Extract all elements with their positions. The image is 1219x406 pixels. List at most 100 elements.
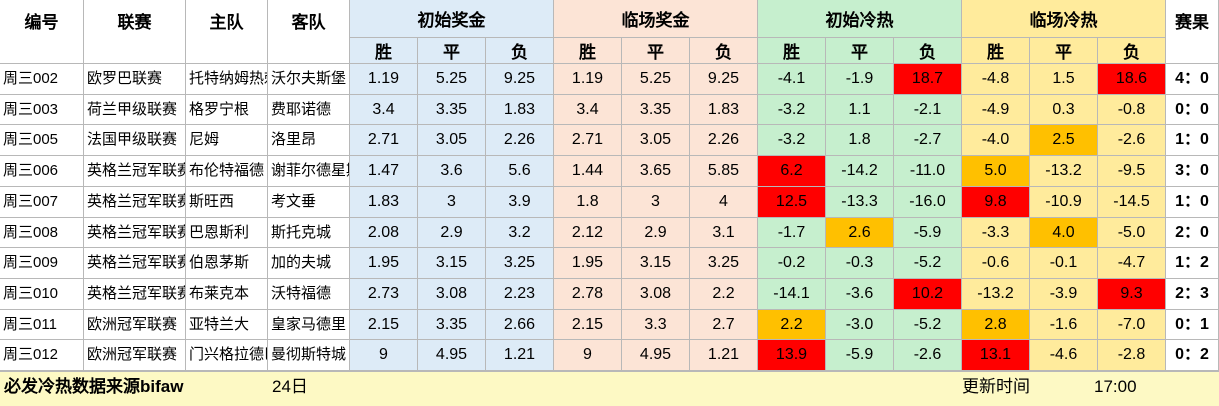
away-team[interactable]: 谢菲尔德星期三 [268, 156, 350, 187]
match-id[interactable]: 周三002 [0, 64, 84, 95]
home-team[interactable]: 斯旺西 [186, 187, 268, 218]
match-id[interactable]: 周三003 [0, 95, 84, 125]
final-heat-lose[interactable]: 18.6 [1098, 64, 1166, 95]
init-prize-lose[interactable]: 1.21 [486, 340, 554, 371]
match-result[interactable]: 1：2 [1166, 248, 1219, 279]
league-name[interactable]: 欧洲冠军联赛 [84, 310, 186, 340]
init-prize-draw[interactable]: 2.9 [418, 218, 486, 248]
home-team[interactable]: 巴恩斯利 [186, 218, 268, 248]
league-name[interactable]: 英格兰冠军联赛 [84, 187, 186, 218]
final-prize-draw[interactable]: 3 [622, 187, 690, 218]
league-name[interactable]: 英格兰冠军联赛 [84, 279, 186, 310]
init-prize-lose[interactable]: 3.9 [486, 187, 554, 218]
league-name[interactable]: 荷兰甲级联赛 [84, 95, 186, 125]
final-heat-win[interactable]: 2.8 [962, 310, 1030, 340]
init-prize-win[interactable]: 2.15 [350, 310, 418, 340]
league-name[interactable]: 法国甲级联赛 [84, 125, 186, 156]
final-heat-win[interactable]: 5.0 [962, 156, 1030, 187]
init-prize-draw[interactable]: 4.95 [418, 340, 486, 371]
match-id[interactable]: 周三008 [0, 218, 84, 248]
final-prize-lose[interactable]: 9.25 [690, 64, 758, 95]
final-prize-win[interactable]: 2.12 [554, 218, 622, 248]
final-heat-draw[interactable]: 2.5 [1030, 125, 1098, 156]
match-id[interactable]: 周三010 [0, 279, 84, 310]
init-prize-draw[interactable]: 3.05 [418, 125, 486, 156]
init-heat-draw[interactable]: -5.9 [826, 340, 894, 371]
final-heat-lose[interactable]: -5.0 [1098, 218, 1166, 248]
match-result[interactable]: 2：0 [1166, 218, 1219, 248]
final-heat-lose[interactable]: -7.0 [1098, 310, 1166, 340]
init-prize-win[interactable]: 1.95 [350, 248, 418, 279]
match-result[interactable]: 4：0 [1166, 64, 1219, 95]
init-heat-draw[interactable]: -13.3 [826, 187, 894, 218]
init-heat-win[interactable]: 2.2 [758, 310, 826, 340]
final-prize-draw[interactable]: 3.05 [622, 125, 690, 156]
final-prize-draw[interactable]: 5.25 [622, 64, 690, 95]
league-name[interactable]: 英格兰冠军联赛 [84, 218, 186, 248]
match-result[interactable]: 0：2 [1166, 340, 1219, 371]
match-result[interactable]: 1：0 [1166, 187, 1219, 218]
final-heat-win[interactable]: -13.2 [962, 279, 1030, 310]
home-team[interactable]: 亚特兰大 [186, 310, 268, 340]
match-id[interactable]: 周三006 [0, 156, 84, 187]
init-prize-win[interactable]: 2.08 [350, 218, 418, 248]
home-team[interactable]: 布伦特福德 [186, 156, 268, 187]
final-prize-draw[interactable]: 3.65 [622, 156, 690, 187]
init-prize-lose[interactable]: 5.6 [486, 156, 554, 187]
match-result[interactable]: 3：0 [1166, 156, 1219, 187]
init-heat-lose[interactable]: -16.0 [894, 187, 962, 218]
init-heat-lose[interactable]: -11.0 [894, 156, 962, 187]
away-team[interactable]: 考文垂 [268, 187, 350, 218]
init-heat-draw[interactable]: -0.3 [826, 248, 894, 279]
away-team[interactable]: 洛里昂 [268, 125, 350, 156]
final-heat-win[interactable]: -4.0 [962, 125, 1030, 156]
final-prize-lose[interactable]: 3.1 [690, 218, 758, 248]
match-id[interactable]: 周三007 [0, 187, 84, 218]
init-prize-win[interactable]: 2.71 [350, 125, 418, 156]
final-prize-lose[interactable]: 2.2 [690, 279, 758, 310]
init-prize-draw[interactable]: 3.15 [418, 248, 486, 279]
final-prize-lose[interactable]: 5.85 [690, 156, 758, 187]
init-heat-lose[interactable]: -5.2 [894, 248, 962, 279]
init-heat-win[interactable]: -3.2 [758, 95, 826, 125]
away-team[interactable]: 斯托克城 [268, 218, 350, 248]
init-heat-lose[interactable]: -5.9 [894, 218, 962, 248]
init-prize-draw[interactable]: 5.25 [418, 64, 486, 95]
final-prize-win[interactable]: 2.78 [554, 279, 622, 310]
init-prize-win[interactable]: 1.19 [350, 64, 418, 95]
init-prize-lose[interactable]: 9.25 [486, 64, 554, 95]
match-result[interactable]: 0：0 [1166, 95, 1219, 125]
init-heat-draw[interactable]: 1.1 [826, 95, 894, 125]
init-heat-lose[interactable]: 10.2 [894, 279, 962, 310]
final-prize-draw[interactable]: 3.08 [622, 279, 690, 310]
final-heat-win[interactable]: -3.3 [962, 218, 1030, 248]
init-prize-lose[interactable]: 3.2 [486, 218, 554, 248]
final-heat-lose[interactable]: -4.7 [1098, 248, 1166, 279]
away-team[interactable]: 加的夫城 [268, 248, 350, 279]
final-heat-win[interactable]: -0.6 [962, 248, 1030, 279]
init-prize-win[interactable]: 1.47 [350, 156, 418, 187]
final-prize-lose[interactable]: 3.25 [690, 248, 758, 279]
init-heat-draw[interactable]: -14.2 [826, 156, 894, 187]
init-prize-draw[interactable]: 3.08 [418, 279, 486, 310]
final-prize-draw[interactable]: 2.9 [622, 218, 690, 248]
match-id[interactable]: 周三009 [0, 248, 84, 279]
final-heat-lose[interactable]: -0.8 [1098, 95, 1166, 125]
final-prize-win[interactable]: 2.15 [554, 310, 622, 340]
final-heat-draw[interactable]: -3.9 [1030, 279, 1098, 310]
final-prize-draw[interactable]: 3.15 [622, 248, 690, 279]
match-id[interactable]: 周三005 [0, 125, 84, 156]
match-id[interactable]: 周三011 [0, 310, 84, 340]
match-result[interactable]: 1：0 [1166, 125, 1219, 156]
init-prize-win[interactable]: 2.73 [350, 279, 418, 310]
final-heat-draw[interactable]: 4.0 [1030, 218, 1098, 248]
away-team[interactable]: 沃尔夫斯堡 [268, 64, 350, 95]
league-name[interactable]: 英格兰冠军联赛 [84, 248, 186, 279]
init-heat-draw[interactable]: 2.6 [826, 218, 894, 248]
final-prize-win[interactable]: 1.44 [554, 156, 622, 187]
away-team[interactable]: 费耶诺德 [268, 95, 350, 125]
final-prize-win[interactable]: 1.19 [554, 64, 622, 95]
final-heat-draw[interactable]: -0.1 [1030, 248, 1098, 279]
init-heat-win[interactable]: -4.1 [758, 64, 826, 95]
init-prize-lose[interactable]: 2.23 [486, 279, 554, 310]
